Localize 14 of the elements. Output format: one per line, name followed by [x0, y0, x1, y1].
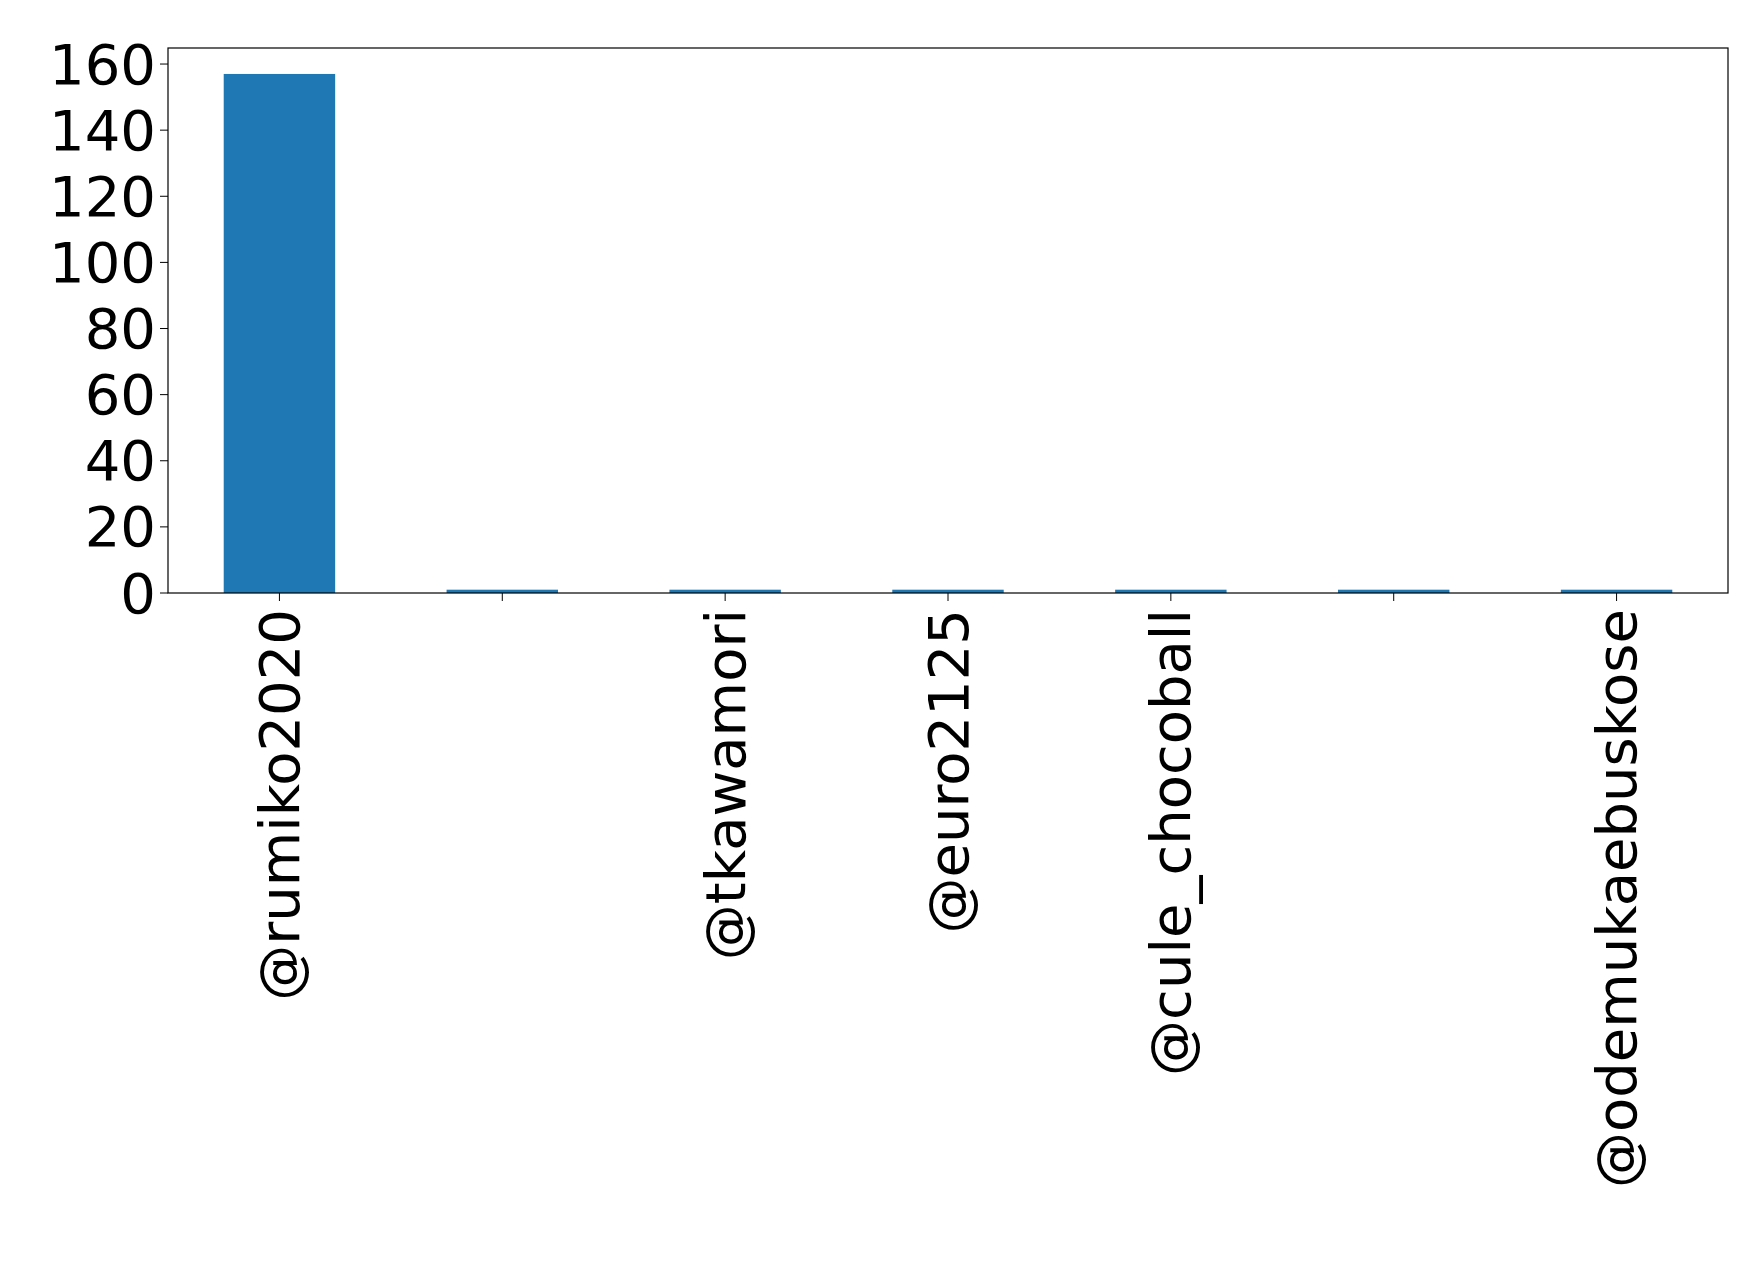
y-tick-label: 60 [84, 362, 156, 428]
x-tick-label: @euro2125 [915, 609, 981, 934]
y-tick-label: 140 [49, 97, 156, 163]
y-tick-label: 160 [49, 31, 156, 97]
x-tick-label: @odemukaebuskose [1584, 609, 1650, 1189]
y-tick-label: 0 [120, 560, 156, 626]
x-tick-label: @rumiko2020 [247, 609, 313, 1001]
y-tick-label: 20 [84, 494, 156, 560]
x-tick-label: @cule_chocoball [1138, 609, 1204, 1076]
y-tick-label: 120 [49, 163, 156, 229]
x-tick-label: @tkawamori [692, 609, 758, 961]
y-tick-label: 100 [49, 230, 156, 295]
y-tick-label: 80 [84, 296, 156, 362]
y-tick-label: 40 [84, 428, 156, 494]
